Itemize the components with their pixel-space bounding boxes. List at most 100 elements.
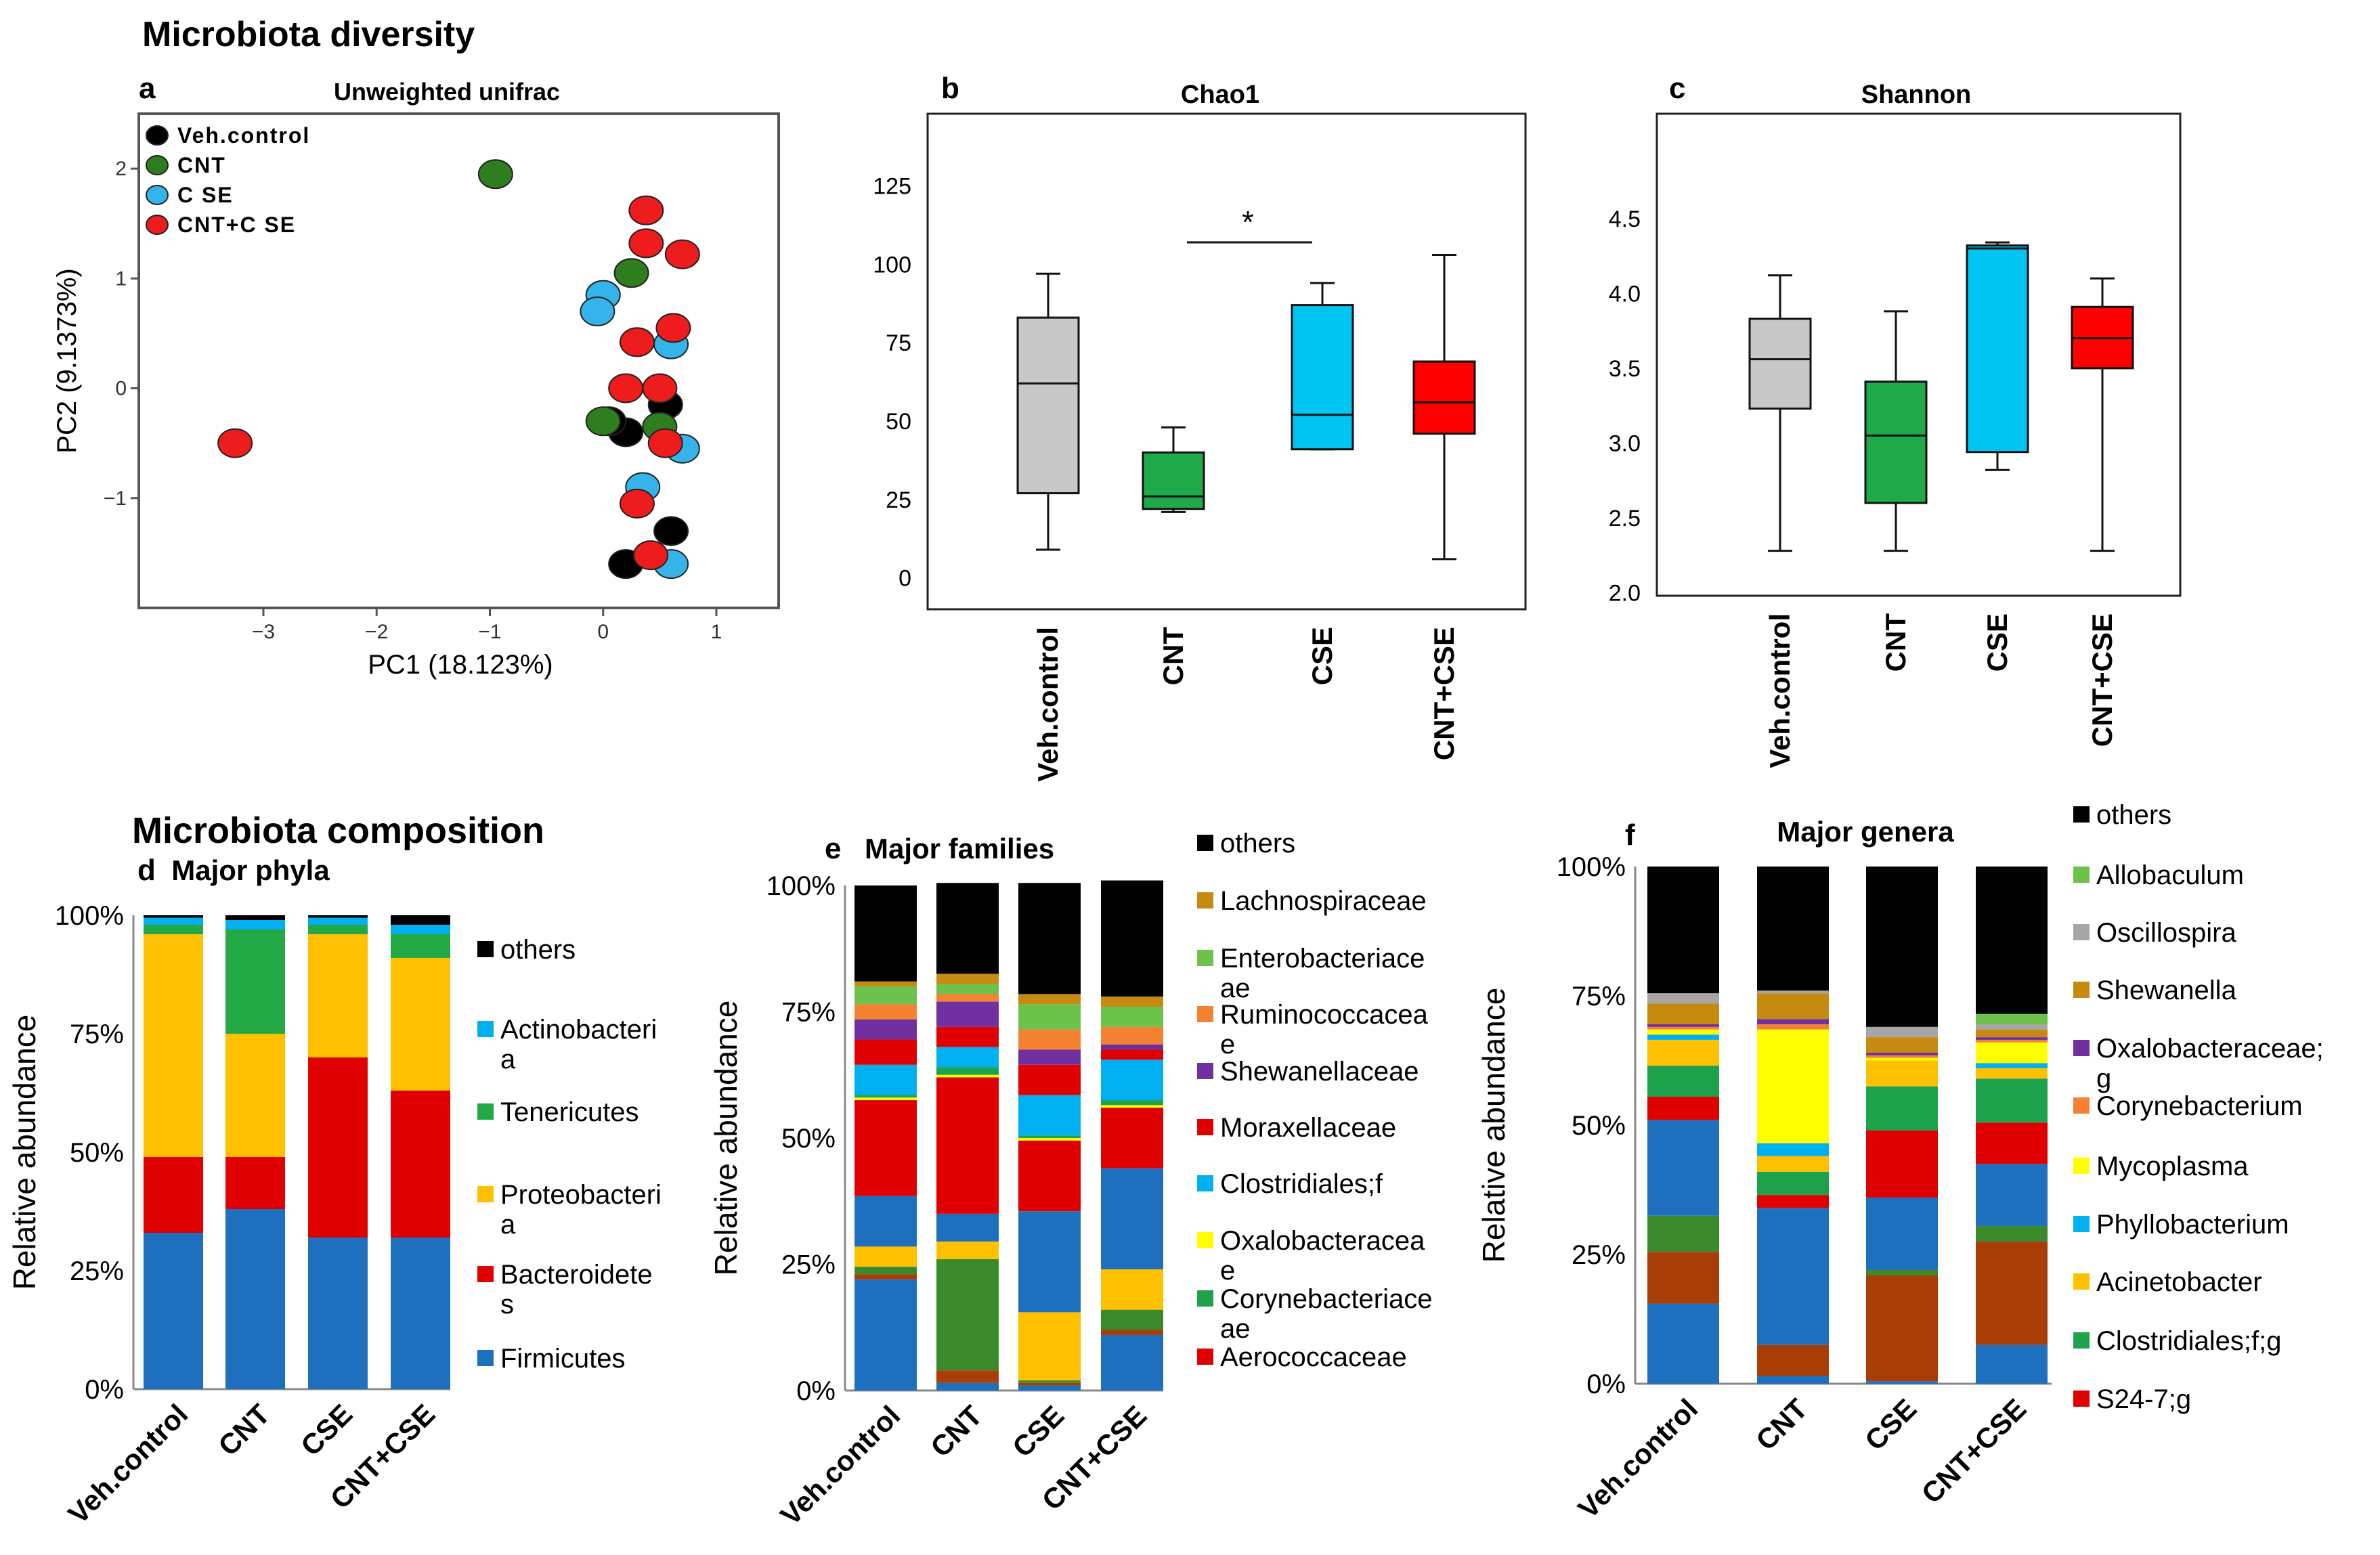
legend-label: Shewanellaceae xyxy=(1220,1057,1419,1087)
bar-segment xyxy=(1101,1044,1163,1050)
bar-segment xyxy=(1866,1053,1938,1055)
bar-segment xyxy=(936,1001,999,1027)
panel-label-f: f xyxy=(1625,818,1635,852)
scatter-point xyxy=(613,258,649,288)
bar-segment xyxy=(1647,993,1719,1004)
legend-swatch xyxy=(477,941,494,957)
y-tick-label: 75 xyxy=(886,330,911,356)
bar-segment xyxy=(936,1074,999,1078)
x-tick-label: CNT xyxy=(1157,627,1189,686)
scatter-point xyxy=(653,516,689,546)
box-iqr xyxy=(1142,451,1205,510)
bar-segment xyxy=(936,1077,999,1214)
y-tick-label: 25 xyxy=(886,487,911,513)
y-tick-label: 0% xyxy=(85,1375,124,1405)
y-tick-label: 75% xyxy=(1572,982,1626,1011)
y-tick-label: 3.5 xyxy=(1609,356,1641,382)
scatter-point xyxy=(642,373,678,403)
bar-segment xyxy=(1101,1026,1163,1045)
legend-label: Enterobacteriace xyxy=(1220,944,1425,973)
bar-segment xyxy=(1976,1037,2048,1040)
bar-segment xyxy=(225,1209,285,1389)
bar-segment xyxy=(1101,1007,1163,1027)
section-title-diversity: Microbiota diversity xyxy=(142,15,475,54)
bar-segment xyxy=(1018,1095,1081,1136)
legend-label: others xyxy=(500,935,576,965)
bar-segment xyxy=(1976,1225,2048,1242)
box-iqr xyxy=(1864,380,1928,504)
bar-segment xyxy=(1647,1003,1719,1025)
legend-label: S24-7;g xyxy=(2096,1384,2191,1414)
x-tick-label: CNT+CSE xyxy=(1428,627,1460,760)
bar-segment xyxy=(936,1026,999,1047)
bar-segment xyxy=(936,973,999,984)
panel-label-b: b xyxy=(941,72,959,105)
chart-title: Major families xyxy=(865,833,1054,864)
bar-segment xyxy=(854,1004,917,1020)
legend-label: Actinobacteri xyxy=(500,1015,657,1045)
legend-swatch xyxy=(1197,950,1213,966)
legend-label: others xyxy=(2096,800,2171,830)
bar-segment xyxy=(1976,1042,2048,1064)
bar-segment xyxy=(1757,1024,1829,1030)
plot-frame xyxy=(926,112,1527,611)
bar-segment xyxy=(1018,994,1081,1005)
bar-segment xyxy=(1976,1068,2048,1079)
legend-swatch xyxy=(2073,1040,2090,1056)
bar-segment xyxy=(1757,1171,1829,1196)
legend-swatch xyxy=(2073,924,2090,940)
bar-segment xyxy=(1976,1029,2048,1038)
x-axis-title: PC1 (18.123%) xyxy=(368,650,553,680)
bar-segment xyxy=(1101,1108,1163,1168)
legend-label: Oscillospira xyxy=(2096,918,2236,948)
y-tick-label: 0% xyxy=(1586,1370,1626,1399)
legend-swatch xyxy=(1197,1175,1213,1191)
y-tick-label: 0 xyxy=(899,566,911,592)
bar-segment xyxy=(1976,1078,2048,1123)
bar-segment xyxy=(1757,867,1829,991)
bar-segment xyxy=(1647,1026,1719,1030)
legend-swatch xyxy=(477,1266,494,1282)
legend-label: ae xyxy=(1220,973,1251,1003)
bar-segment xyxy=(308,917,368,925)
bar-segment xyxy=(391,934,450,958)
bar-segment xyxy=(1647,1096,1719,1120)
legend-swatch xyxy=(2073,1158,2090,1174)
legend-swatch xyxy=(2073,1390,2090,1407)
y-tick-label: 50% xyxy=(781,1124,836,1154)
y-tick-label: 4.5 xyxy=(1609,206,1641,232)
bar-segment xyxy=(1647,1215,1719,1252)
bar-segment xyxy=(854,1095,917,1098)
legend-swatch xyxy=(2073,1097,2090,1114)
bar-segment xyxy=(1018,1380,1081,1383)
legend-label: Clostridiales;f;g xyxy=(2096,1326,2281,1356)
legend-marker xyxy=(146,185,169,205)
bar-segment xyxy=(1866,1269,1938,1275)
y-tick-label: 100 xyxy=(873,252,911,278)
bar-segment xyxy=(854,1019,917,1040)
bar-segment xyxy=(1866,1055,1938,1058)
x-tick-label: −3 xyxy=(252,621,275,643)
y-tick-label: 1 xyxy=(115,267,127,290)
legend-label: Shewanella xyxy=(2096,976,2237,1005)
bar-segment xyxy=(391,1091,450,1238)
legend-label: Corynebacterium xyxy=(2096,1091,2303,1121)
legend-label: e xyxy=(1220,1256,1235,1286)
panel-b: b Chao1 0 25 50 75 100 125 Veh.control CNT CSE CNT+… xyxy=(873,72,1527,782)
legend-label: Firmicutes xyxy=(500,1344,625,1374)
plot-frame xyxy=(1656,112,2182,597)
bar-segment xyxy=(1757,1195,1829,1208)
bar-segment xyxy=(854,1039,917,1065)
bar-segment xyxy=(1647,867,1719,994)
bar-segment xyxy=(1866,867,1938,1027)
legend-label: C SE xyxy=(177,183,234,207)
legend-label: Allobaculum xyxy=(2096,860,2244,890)
y-tick-label: 75% xyxy=(781,998,836,1028)
bar-segment xyxy=(1976,1039,2048,1043)
legend-label: Oxalobacteracea xyxy=(1220,1226,1425,1256)
scatter-point xyxy=(477,159,513,190)
bar-segment xyxy=(1866,1086,1938,1131)
bar-segment xyxy=(1976,1024,2048,1030)
bar-segment xyxy=(1976,1344,2048,1384)
bar-segment xyxy=(1757,1208,1829,1345)
